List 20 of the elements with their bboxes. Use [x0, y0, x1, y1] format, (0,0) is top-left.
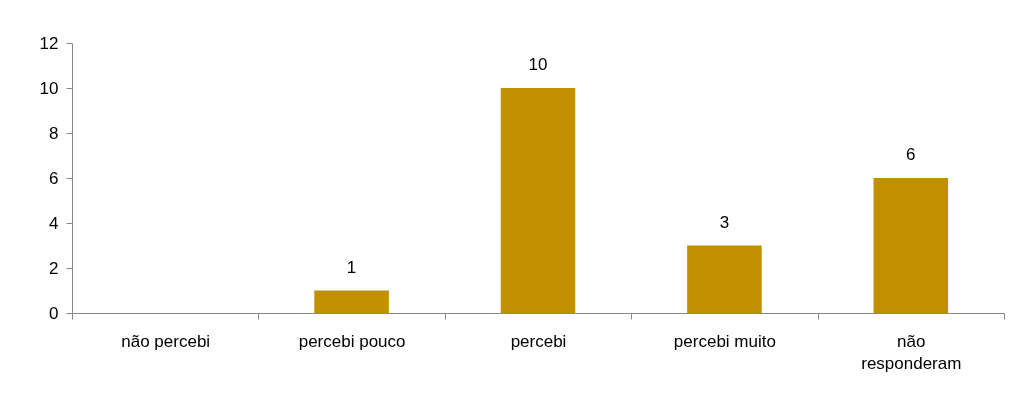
y-tick-label: 6	[49, 168, 59, 188]
x-tick-label: percebi muito	[673, 331, 776, 351]
y-tick-label: 2	[49, 258, 59, 278]
x-tick-label: não percebi	[121, 331, 211, 351]
y-tick-label: 4	[49, 213, 59, 233]
x-tick-label: não responderam	[861, 331, 962, 373]
y-tick-label: 8	[49, 123, 59, 143]
bar	[500, 88, 576, 313]
y-tick-label: 0	[49, 303, 59, 323]
data-label: 3	[719, 212, 730, 232]
x-tick-label: percebi pouco	[298, 331, 406, 351]
data-label: 1	[346, 257, 357, 277]
bar	[314, 290, 389, 313]
bar	[687, 245, 762, 313]
data-label: 6	[906, 145, 916, 164]
y-tick-label: 10	[39, 78, 59, 98]
y-tick-label: 12	[39, 33, 59, 53]
bar	[873, 178, 949, 313]
data-label: 10	[528, 55, 548, 74]
x-tick-label: percebi	[510, 331, 567, 351]
